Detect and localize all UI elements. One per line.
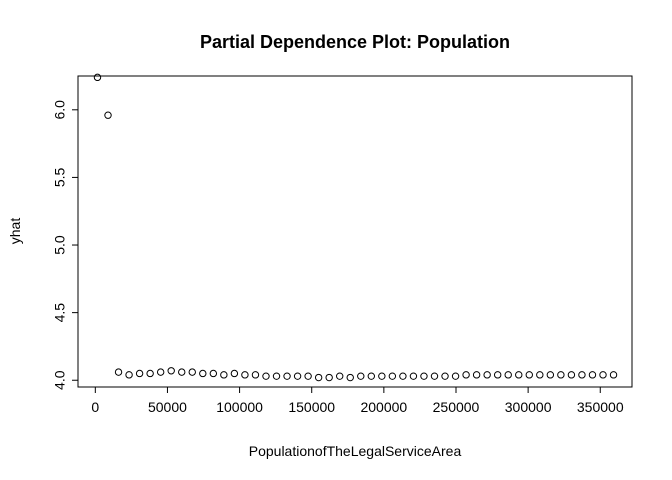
y-axis: 4.0 4.5 5.0 5.5 6.0 [52, 100, 79, 390]
data-point [493, 371, 502, 379]
data-point [251, 371, 260, 379]
data-point [283, 372, 291, 380]
data-point [220, 371, 228, 379]
data-point [546, 371, 555, 379]
data-point [114, 368, 123, 376]
data-point [241, 371, 249, 379]
data-point [188, 368, 196, 376]
data-point [367, 372, 376, 380]
data-point [451, 372, 460, 380]
y-tick-label: 4.5 [52, 303, 68, 323]
data-point [346, 373, 354, 382]
data-point [536, 371, 544, 379]
x-tick-label: 100000 [216, 399, 263, 415]
y-tick-label: 6.0 [52, 100, 68, 120]
data-point [557, 371, 565, 379]
x-axis: 0 50000 100000 150000 200000 250000 300000 3500… [91, 386, 624, 415]
data-point [430, 372, 439, 380]
data-point [388, 372, 397, 380]
data-point [167, 367, 175, 375]
x-tick-label: 300000 [505, 399, 552, 415]
data-point [357, 372, 365, 380]
data-point [609, 371, 618, 379]
data-point [378, 372, 386, 380]
data-point [272, 372, 281, 380]
plot-frame [77, 75, 633, 388]
data-point [399, 372, 407, 380]
data-point [199, 369, 207, 378]
x-tick-label: 50000 [148, 399, 187, 415]
data-point [441, 372, 449, 380]
data-point [230, 369, 239, 378]
data-point [588, 371, 597, 379]
data-point [125, 371, 133, 379]
data-points [93, 73, 618, 382]
data-point [599, 371, 607, 379]
data-point [135, 369, 144, 378]
data-point [515, 371, 523, 379]
data-point [156, 368, 165, 376]
data-point [209, 369, 218, 378]
x-tick-label: 350000 [577, 399, 624, 415]
data-point [104, 111, 112, 119]
data-point [578, 371, 586, 379]
data-point [293, 372, 302, 380]
x-tick-label: 0 [91, 399, 99, 415]
x-tick-label: 200000 [360, 399, 407, 415]
data-point [483, 371, 491, 379]
data-point [472, 371, 481, 379]
x-axis-label: PopulationofTheLegalServiceArea [249, 443, 462, 459]
x-tick-label: 250000 [433, 399, 480, 415]
chart-title: Partial Dependence Plot: Population [200, 32, 510, 52]
y-tick-label: 5.0 [52, 235, 68, 255]
y-axis-label: yhat [7, 218, 23, 245]
data-point [336, 372, 344, 380]
data-point [304, 372, 312, 380]
data-point [462, 371, 470, 379]
data-point [325, 373, 333, 382]
data-point [567, 371, 576, 379]
data-point [409, 372, 418, 380]
data-point [178, 368, 186, 376]
data-point [262, 372, 270, 380]
data-point [525, 371, 533, 379]
x-tick-label: 150000 [288, 399, 335, 415]
y-tick-label: 4.0 [52, 370, 68, 390]
data-point [93, 73, 102, 82]
data-point [420, 372, 428, 380]
data-point [146, 369, 154, 378]
data-point [314, 373, 323, 382]
data-point [504, 371, 512, 379]
y-tick-label: 5.5 [52, 167, 68, 187]
